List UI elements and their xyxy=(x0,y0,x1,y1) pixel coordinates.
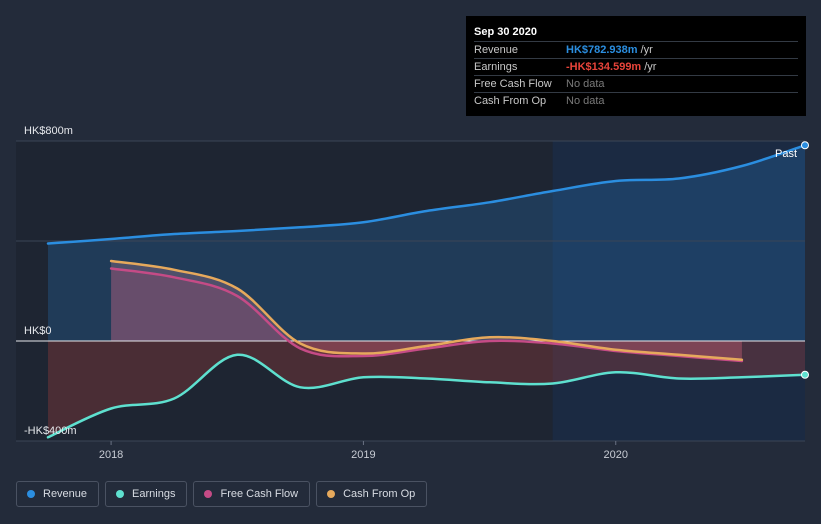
axis-labels: HK$800m HK$0 -HK$400m 2018 2019 2020 Past xyxy=(24,125,797,461)
earnings-end-marker xyxy=(801,370,809,379)
legend-item-earnings[interactable]: Earnings xyxy=(105,481,188,507)
gridlines xyxy=(16,140,805,442)
earnings-area xyxy=(48,341,805,438)
legend-dot-icon xyxy=(27,490,35,498)
legend-dot-icon xyxy=(327,490,336,498)
legend-label: Earnings xyxy=(132,488,176,500)
revenue-area xyxy=(48,145,805,341)
legend-item-cash-from-op[interactable]: Cash From Op xyxy=(316,481,428,507)
tooltip-unit: /yr xyxy=(644,61,657,73)
y-tick-label: HK$0 xyxy=(24,325,52,337)
tooltip-value: HK$782.938m xyxy=(566,44,638,56)
tooltip-value: -HK$134.599m xyxy=(566,61,642,73)
legend: Revenue Earnings Free Cash Flow Cash Fro… xyxy=(16,481,428,507)
tooltip-date: Sep 30 2020 xyxy=(474,24,798,42)
legend-dot-icon xyxy=(204,490,213,498)
tooltip-unit: /yr xyxy=(640,44,653,56)
free-cash-flow-area xyxy=(111,268,742,361)
tooltip-value: No data xyxy=(566,95,605,107)
legend-item-revenue[interactable]: Revenue xyxy=(16,481,100,507)
tooltip-row-revenue: Revenue HK$782.938m /yr xyxy=(474,42,798,59)
revenue-end-marker xyxy=(801,141,809,150)
x-tick-label: 2020 xyxy=(604,449,628,461)
past-region xyxy=(552,141,805,441)
y-tick-label: HK$800m xyxy=(24,125,73,137)
chart-background xyxy=(16,141,805,441)
legend-label: Revenue xyxy=(43,488,88,500)
cash-from-op-area xyxy=(111,261,742,360)
x-tick-label: 2019 xyxy=(351,449,375,461)
tooltip-row-cash-from-op: Cash From Op No data xyxy=(474,93,798,109)
tooltip-label: Revenue xyxy=(474,44,519,56)
tooltip-value: No data xyxy=(566,78,605,90)
cash-from-op-line xyxy=(109,259,744,362)
x-tick-label: 2018 xyxy=(99,449,123,461)
tooltip-label: Free Cash Flow xyxy=(474,78,552,90)
tooltip-row-earnings: Earnings -HK$134.599m /yr xyxy=(474,59,798,76)
series-lines xyxy=(46,141,809,439)
legend-dot-icon xyxy=(116,490,125,498)
revenue-line xyxy=(46,144,807,245)
y-tick-label: -HK$400m xyxy=(24,425,77,437)
tooltip-panel: Sep 30 2020 Revenue HK$782.938m /yr Earn… xyxy=(466,16,806,116)
earnings-line xyxy=(46,353,807,439)
tooltip-label: Earnings xyxy=(474,61,518,73)
series-fills xyxy=(48,145,805,438)
tooltip-row-free-cash-flow: Free Cash Flow No data xyxy=(474,76,798,93)
legend-item-free-cash-flow[interactable]: Free Cash Flow xyxy=(193,481,311,507)
legend-label: Free Cash Flow xyxy=(220,488,299,500)
legend-label: Cash From Op xyxy=(343,488,416,500)
tooltip-label: Cash From Op xyxy=(474,95,547,107)
past-label: Past xyxy=(775,148,797,160)
